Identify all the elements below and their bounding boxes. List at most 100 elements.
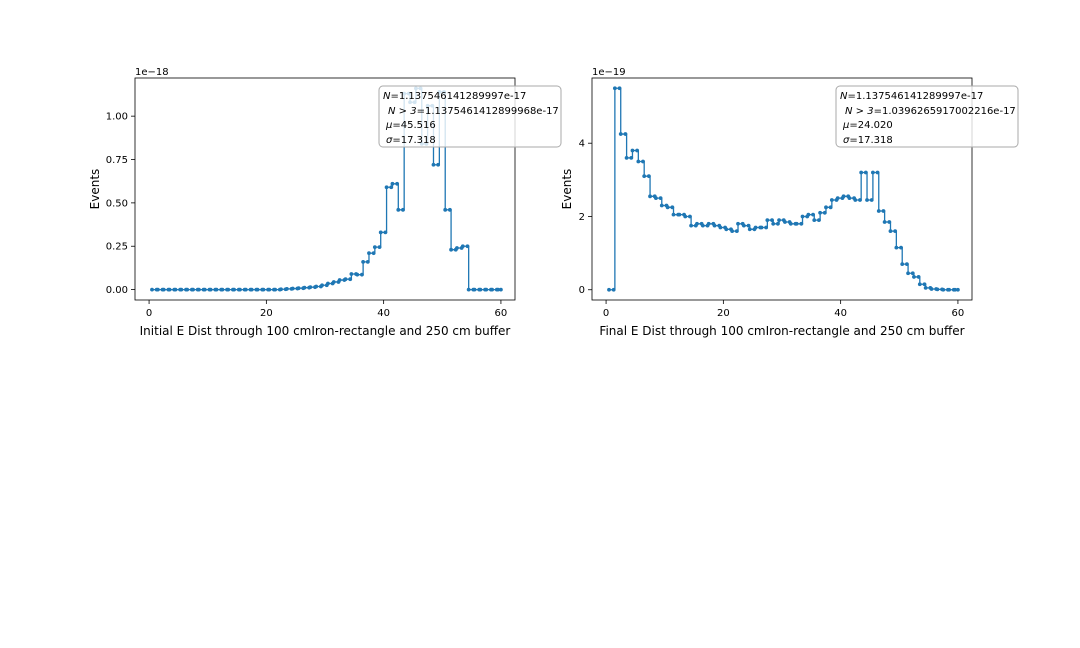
data-point <box>811 212 815 217</box>
data-point <box>929 287 934 291</box>
data-point <box>812 218 817 223</box>
stats-legend: N=1.137546141289997e-17 N > 3=1.13754614… <box>378 85 562 148</box>
data-point <box>267 287 272 292</box>
data-point <box>302 285 307 290</box>
data-point <box>279 287 283 292</box>
plot-frame <box>134 77 516 301</box>
x-tick-label: 40 <box>834 308 847 319</box>
data-point <box>167 287 172 292</box>
data-point <box>197 287 201 292</box>
data-point <box>853 198 858 202</box>
data-point <box>788 221 793 226</box>
data-point <box>718 225 723 230</box>
data-point <box>389 185 394 190</box>
stats-mu: μ=24.020 <box>842 120 893 131</box>
data-point <box>822 210 827 215</box>
data-point <box>865 198 869 202</box>
data-point <box>818 210 823 215</box>
y-tick-label: 0 <box>579 285 585 296</box>
data-point <box>835 196 840 201</box>
data-point <box>953 287 957 292</box>
data-point <box>859 170 864 175</box>
data-point <box>490 287 495 292</box>
data-point <box>689 223 694 228</box>
data-point <box>730 229 735 234</box>
data-point <box>753 225 758 230</box>
plot-frame <box>591 77 973 301</box>
data-point <box>759 225 764 230</box>
data-point <box>214 287 219 292</box>
data-point <box>220 287 225 292</box>
x-tick-label: 0 <box>603 308 609 319</box>
x-tick-label: 60 <box>952 308 965 319</box>
data-point <box>629 155 634 160</box>
data-point <box>677 212 682 217</box>
data-point <box>923 286 928 290</box>
data-point <box>443 207 448 212</box>
data-point <box>249 287 254 292</box>
stats-n-gt-3: N > 3=1.0396265917002216e-17 <box>845 106 1016 117</box>
y-tick-label: 0.50 <box>106 198 128 209</box>
data-point <box>641 159 645 164</box>
data-point <box>712 223 717 228</box>
data-point <box>496 287 500 292</box>
data-point <box>383 230 388 235</box>
data-point <box>658 196 663 201</box>
data-point <box>695 221 699 226</box>
data-point <box>670 205 675 210</box>
data-point <box>870 170 875 175</box>
data-point <box>320 283 324 288</box>
data-point <box>343 277 348 282</box>
data-point <box>904 262 909 266</box>
data-point <box>150 287 154 292</box>
data-point <box>636 159 641 164</box>
data-point <box>765 218 770 223</box>
data-point <box>806 212 811 217</box>
data-point <box>869 198 874 202</box>
data-point <box>348 277 353 282</box>
y-tick-label: 0.00 <box>106 285 128 296</box>
y-axis-label: Events <box>88 169 102 210</box>
stats-mu: μ=45.516 <box>385 120 436 131</box>
data-point <box>460 244 465 249</box>
data-point <box>646 174 651 179</box>
data-point <box>255 287 260 292</box>
data-point <box>888 229 893 234</box>
data-point <box>202 287 207 292</box>
data-point <box>395 181 400 186</box>
data-point <box>741 223 746 228</box>
data-point <box>243 287 248 292</box>
data-point <box>777 218 781 223</box>
x-tick-label: 20 <box>260 308 273 319</box>
data-point <box>273 287 278 292</box>
data-point <box>314 284 319 289</box>
data-point <box>799 221 804 226</box>
stats-legend-box <box>378 85 562 148</box>
data-point <box>893 229 898 234</box>
data-point <box>736 221 740 226</box>
data-point <box>747 227 752 232</box>
data-point <box>367 251 371 256</box>
final-series-marks <box>607 86 960 292</box>
data-point <box>284 287 289 291</box>
data-point <box>478 287 483 292</box>
x-axis-label: Initial E Dist through 100 cmIron-rectan… <box>140 324 511 338</box>
y-offset-label: 1e−18 <box>135 67 169 78</box>
data-point <box>642 174 647 179</box>
stats-sigma: σ=17.318 <box>843 135 893 146</box>
data-point <box>466 287 471 292</box>
data-point <box>841 194 846 199</box>
y-axis-ticks: 0.00 0.25 0.50 0.75 1.00 <box>106 112 135 296</box>
x-tick-label: 0 <box>146 308 152 319</box>
data-point <box>447 207 452 212</box>
data-point <box>770 218 774 223</box>
data-point <box>688 214 692 219</box>
data-point <box>881 209 886 213</box>
data-point <box>746 223 751 228</box>
data-point <box>331 280 336 284</box>
x-axis-ticks: 0 20 40 60 <box>603 300 964 319</box>
data-point <box>378 230 383 235</box>
data-point <box>612 86 617 91</box>
y-tick-label: 2 <box>579 212 585 223</box>
data-point <box>671 212 676 217</box>
